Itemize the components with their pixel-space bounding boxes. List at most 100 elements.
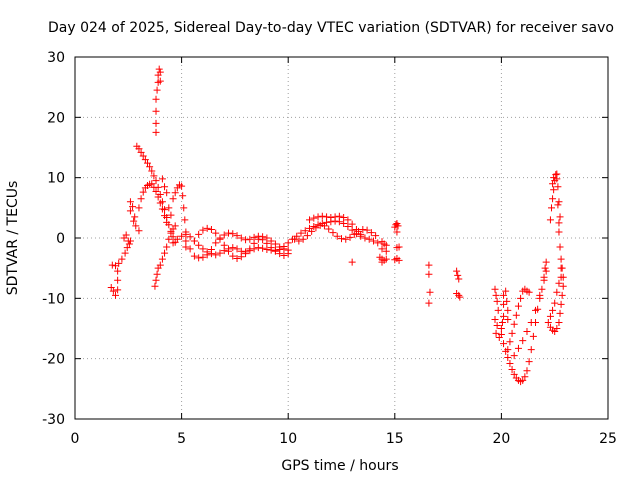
- x-tick-label: 15: [386, 431, 404, 447]
- data-point: [512, 311, 520, 319]
- data-point: [150, 183, 158, 191]
- data-point: [497, 325, 505, 332]
- data-point: [135, 145, 143, 153]
- data-point: [542, 258, 550, 266]
- data-point: [141, 156, 149, 164]
- data-point: [199, 253, 207, 261]
- data-point: [126, 198, 134, 206]
- y-axis-label: SDTVAR / TECUs: [5, 181, 21, 296]
- data-point: [225, 247, 233, 255]
- data-point: [263, 239, 271, 247]
- data-point: [455, 291, 463, 299]
- data-point: [303, 232, 311, 240]
- data-point: [181, 216, 189, 224]
- plot-frame: [74, 56, 609, 420]
- data-point: [346, 233, 354, 241]
- data-point: [169, 239, 177, 247]
- x-tick-label: 0: [71, 431, 80, 447]
- data-point: [152, 177, 160, 185]
- data-point: [225, 229, 233, 237]
- data-point: [154, 193, 162, 201]
- data-point: [541, 264, 549, 272]
- data-point: [344, 216, 352, 224]
- data-point: [229, 230, 237, 238]
- data-point: [259, 236, 267, 244]
- data-point: [553, 288, 561, 296]
- data-point: [152, 188, 160, 196]
- data-point: [152, 107, 160, 115]
- data-point: [152, 128, 160, 136]
- data-point: [152, 119, 160, 127]
- data-point: [554, 201, 562, 209]
- data-point: [139, 188, 147, 196]
- data-point: [169, 233, 177, 241]
- data-point: [284, 250, 292, 258]
- data-point: [491, 285, 499, 293]
- data-point: [178, 232, 186, 240]
- chart-title: Day 024 of 2025, Sidereal Day-to-day VTE…: [48, 20, 614, 36]
- y-tick-label: 30: [47, 50, 65, 66]
- data-point: [124, 237, 132, 245]
- data-point: [182, 230, 190, 238]
- data-point: [323, 213, 331, 221]
- data-point: [167, 211, 175, 219]
- data-point: [510, 352, 518, 360]
- data-point: [220, 241, 228, 249]
- data-point: [291, 235, 299, 243]
- data-point: [558, 291, 566, 299]
- data-point: [259, 244, 267, 252]
- data-point: [335, 212, 343, 220]
- data-point: [532, 306, 540, 314]
- data-point: [555, 228, 563, 236]
- data-point: [503, 297, 511, 305]
- data-point: [453, 267, 461, 275]
- data-point: [114, 276, 122, 284]
- data-point: [506, 338, 514, 346]
- data-point: [114, 286, 122, 294]
- data-point: [190, 237, 198, 245]
- data-point: [118, 255, 126, 263]
- data-point: [557, 300, 565, 308]
- data-point: [250, 239, 258, 247]
- data-point: [121, 249, 129, 257]
- data-point: [195, 241, 203, 249]
- data-point: [318, 212, 326, 220]
- data-point: [165, 235, 173, 243]
- data-point: [500, 300, 508, 308]
- data-point: [382, 241, 390, 249]
- data-point: [169, 195, 177, 203]
- data-point: [242, 250, 250, 258]
- x-axis-label: GPS time / hours: [281, 458, 398, 474]
- data-point: [295, 237, 303, 245]
- data-point: [137, 148, 145, 156]
- data-point: [195, 254, 203, 262]
- data-point: [267, 237, 275, 245]
- data-point: [549, 306, 557, 314]
- data-point: [525, 358, 533, 366]
- data-point: [500, 340, 508, 348]
- data-point: [454, 271, 462, 279]
- x-tick-label: 5: [177, 431, 186, 447]
- data-point: [491, 315, 499, 323]
- data-point: [514, 302, 522, 310]
- data-point: [382, 255, 390, 263]
- data-point: [158, 205, 166, 213]
- data-point: [549, 180, 557, 188]
- x-tick-label: 10: [279, 431, 297, 447]
- data-point: [542, 267, 550, 275]
- data-point: [203, 224, 211, 232]
- data-point: [135, 227, 143, 235]
- data-point: [233, 245, 241, 253]
- data-point: [316, 221, 324, 229]
- data-point: [493, 321, 501, 329]
- y-tick-label: -10: [42, 291, 65, 307]
- data-point: [135, 204, 143, 212]
- data-point: [365, 235, 373, 243]
- data-point: [284, 239, 292, 247]
- data-point: [538, 285, 546, 293]
- data-point: [333, 232, 341, 240]
- data-point: [367, 229, 375, 237]
- data-point: [263, 245, 271, 253]
- data-point: [500, 291, 508, 299]
